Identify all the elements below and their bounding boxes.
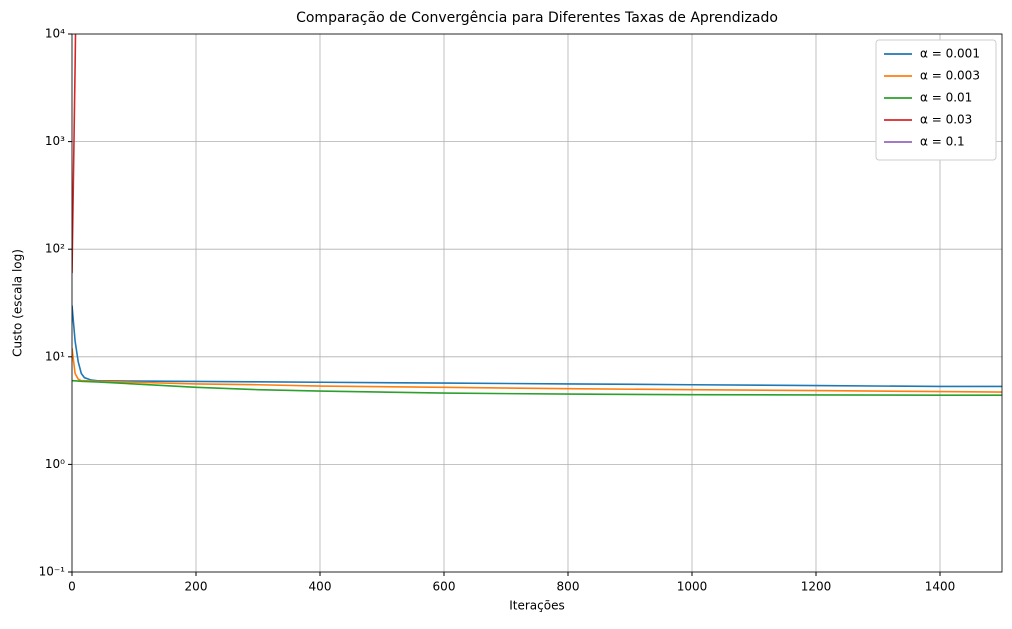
y-tick-label: 10¹ xyxy=(45,349,65,363)
x-tick-label: 600 xyxy=(433,580,456,594)
y-tick-label: 10⁰ xyxy=(45,457,65,471)
x-tick-label: 200 xyxy=(185,580,208,594)
legend-box xyxy=(875,39,997,161)
legend-label: α = 0.01 xyxy=(920,91,972,105)
legend-label: α = 0.001 xyxy=(920,47,980,61)
series-line xyxy=(72,34,77,274)
chart-title: Comparação de Convergência para Diferent… xyxy=(296,10,778,26)
x-tick-label: 0 xyxy=(68,580,76,594)
x-tick-label: 800 xyxy=(557,580,580,594)
legend-label: α = 0.1 xyxy=(920,135,965,149)
series-line xyxy=(72,379,1002,396)
x-axis-label: Iterações xyxy=(509,599,565,613)
series-line xyxy=(72,305,1002,388)
y-tick-label: 10² xyxy=(45,242,65,256)
x-tick-label: 1200 xyxy=(801,580,832,594)
y-tick-label: 10⁻¹ xyxy=(39,565,66,579)
y-axis-label: Custo (escala log) xyxy=(11,249,25,357)
legend-label: α = 0.03 xyxy=(920,113,972,127)
y-tick-label: 10⁴ xyxy=(45,27,65,41)
legend-label: α = 0.003 xyxy=(920,69,980,83)
x-tick-label: 1000 xyxy=(677,580,708,594)
y-tick-label: 10³ xyxy=(45,134,65,148)
plot-frame xyxy=(71,33,1003,573)
x-tick-label: 1400 xyxy=(925,580,956,594)
series-line xyxy=(72,348,1002,393)
x-tick-label: 400 xyxy=(309,580,332,594)
